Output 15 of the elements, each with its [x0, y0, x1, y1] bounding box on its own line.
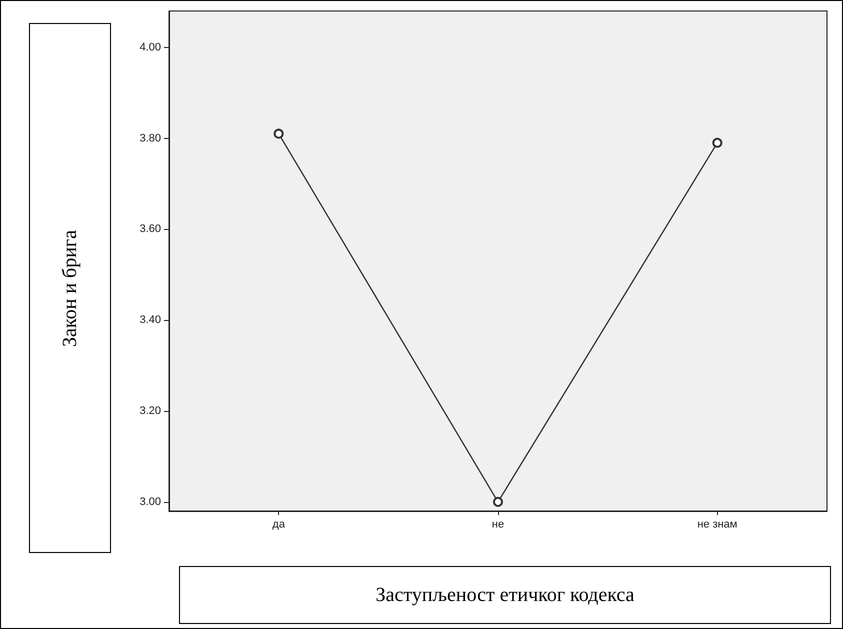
y-tick-label: 4.00 — [140, 41, 161, 54]
y-axis-title: Закон и брига — [58, 230, 82, 346]
x-tick-label: не — [492, 518, 504, 530]
x-tick-label: да — [272, 518, 286, 530]
y-tick-label: 3.60 — [140, 223, 161, 236]
x-tick-label: не знам — [697, 518, 738, 530]
y-tick-label: 3.40 — [140, 314, 161, 326]
point — [712, 138, 722, 148]
y-tick-label: 3.20 — [140, 405, 161, 417]
point — [493, 496, 503, 507]
label-frame: Закон и брига — [29, 23, 111, 553]
label-frame: Заступљеност етичког кодекса — [179, 566, 831, 624]
point — [274, 128, 284, 139]
y-tick-label: 3.80 — [140, 132, 161, 144]
y-tick-label: 3.00 — [140, 496, 161, 508]
